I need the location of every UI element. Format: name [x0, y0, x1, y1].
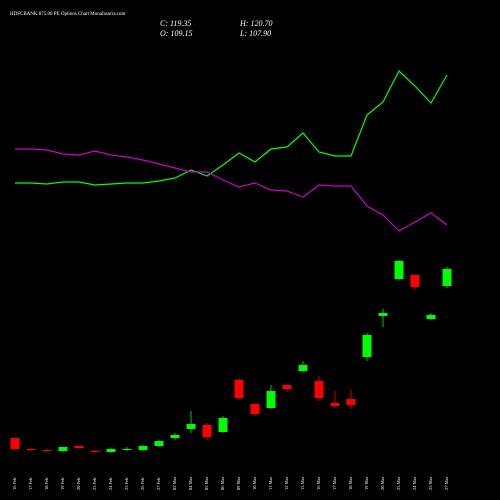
close-label: C: 119.35 — [160, 19, 191, 28]
x-tick-label: 23 Mar — [396, 476, 401, 490]
x-tick-label: 20 Mar — [380, 476, 385, 490]
x-tick-label: 24 Mar — [412, 476, 417, 490]
indicator-line — [15, 148, 448, 232]
x-tick-label: 24 Feb — [108, 477, 113, 490]
candle-body — [42, 450, 52, 451]
candle-body — [394, 261, 404, 279]
x-tick-label: 09 Mar — [236, 476, 241, 490]
x-tick-label: 16 Mar — [316, 476, 321, 490]
x-tick-label: 25 Mar — [428, 476, 433, 490]
x-tick-label: 26 Feb — [140, 477, 145, 490]
candle-body — [74, 446, 84, 448]
x-tick-label: 18 Mar — [348, 476, 353, 490]
candle-body — [250, 404, 260, 414]
candle-body — [90, 451, 100, 452]
x-tick-label: 05 Mar — [204, 476, 209, 490]
candle-body — [218, 418, 228, 432]
candle-body — [426, 315, 436, 319]
x-tick-label: 12 Mar — [284, 476, 289, 490]
candle-body — [346, 399, 356, 405]
candle-body — [154, 441, 164, 446]
candle-body — [362, 335, 372, 357]
x-tick-label: 19 Feb — [60, 477, 65, 490]
candle-body — [186, 424, 196, 429]
x-tick-label: 17 Feb — [28, 477, 33, 490]
x-tick-label: 27 Mar — [444, 476, 449, 490]
candle-body — [314, 381, 324, 398]
x-tick-label: 02 Mar — [172, 476, 177, 490]
x-tick-label: 25 Feb — [124, 477, 129, 490]
x-tick-label: 10 Mar — [252, 476, 257, 490]
candle-body — [266, 391, 276, 408]
candle-body — [58, 447, 68, 451]
candle-body — [442, 269, 452, 286]
x-tick-label: 13 Mar — [300, 476, 305, 490]
x-tick-label: 11 Mar — [268, 477, 273, 490]
high-label: H: 120.70 — [239, 19, 272, 28]
candle-body — [170, 435, 180, 438]
candle-body — [282, 385, 292, 389]
x-tick-label: 04 Mar — [188, 476, 193, 490]
chart-title: HDFCBANK 875.00 PE Options Chart Munafas… — [10, 12, 126, 17]
candle-body — [330, 403, 340, 406]
x-tick-label: 27 Feb — [156, 477, 161, 490]
x-tick-label: 17 Mar — [332, 476, 337, 490]
candle-body — [378, 313, 388, 316]
candle-body — [10, 438, 20, 449]
x-tick-label: 18 Feb — [44, 477, 49, 490]
indicator-line — [15, 70, 448, 186]
x-tick-label: 19 Mar — [364, 476, 369, 490]
x-tick-label: 16 Feb — [12, 477, 17, 490]
candle-body — [122, 449, 132, 450]
candle-body — [410, 275, 420, 287]
open-label: O: 109.15 — [160, 29, 192, 38]
candle-body — [202, 425, 212, 437]
candle-body — [234, 380, 244, 398]
candle-body — [298, 365, 308, 371]
x-tick-label: 20 Feb — [76, 477, 81, 490]
low-label: L: 107.90 — [239, 29, 271, 38]
candle-body — [106, 449, 116, 452]
candle-body — [26, 449, 36, 450]
candle-body — [138, 446, 148, 450]
x-tick-label: 23 Feb — [92, 477, 97, 490]
x-tick-label: 06 Mar — [220, 476, 225, 490]
